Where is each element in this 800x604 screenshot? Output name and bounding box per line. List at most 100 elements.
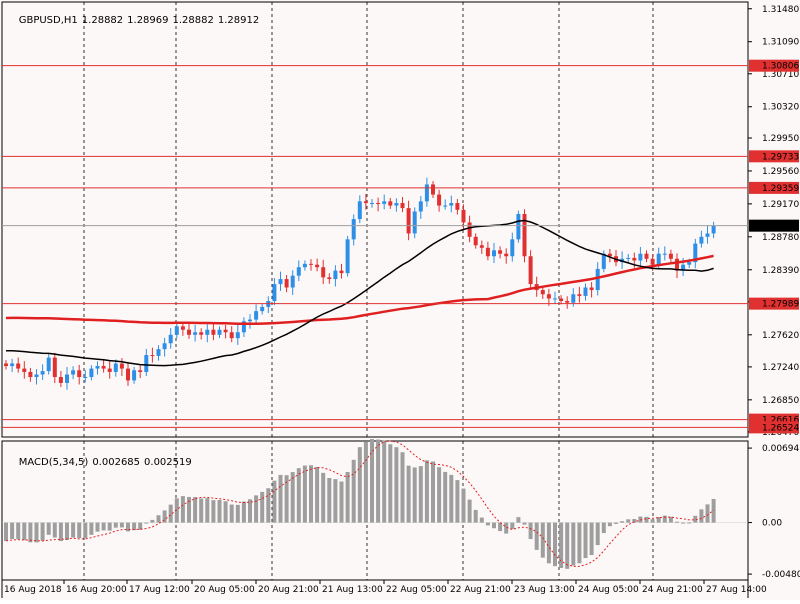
candle — [516, 210, 521, 243]
candle — [40, 364, 45, 380]
macd-bar — [333, 479, 338, 523]
macd-bar — [424, 460, 429, 523]
macd-bar — [443, 471, 448, 523]
candle-body — [461, 209, 466, 223]
candle-body — [693, 243, 698, 263]
macd-bar — [16, 522, 21, 540]
price-axis-label: 1.29170 — [762, 200, 799, 210]
candle-body — [126, 368, 130, 381]
candle-body — [449, 203, 454, 206]
time-axis-label: 22 Aug 21:00 — [450, 585, 511, 595]
macd-bar — [132, 522, 137, 531]
candle-body — [168, 334, 173, 344]
macd-bar — [58, 522, 63, 542]
macd-bar — [394, 447, 399, 523]
ma-fast-line — [5, 219, 714, 367]
candle-body — [302, 263, 307, 268]
candle-body — [699, 236, 704, 244]
candle-body — [248, 319, 252, 322]
price-axis-label: 1.27240 — [762, 363, 799, 373]
symbol-header: GBPUSD,H1 1.28882 1.28969 1.28882 1.28912 — [6, 4, 263, 37]
candle-body — [333, 270, 338, 280]
candle-body — [71, 370, 76, 375]
time-axis-label: 20 Aug 21:00 — [258, 585, 319, 595]
candle-body — [601, 253, 606, 269]
candle — [638, 246, 643, 266]
candle — [28, 367, 33, 382]
time-axis-label: 21 Aug 13:00 — [322, 585, 383, 595]
candle-body — [52, 357, 57, 378]
candle-body — [559, 298, 564, 302]
candle — [705, 226, 710, 244]
candle — [205, 324, 210, 343]
candle — [144, 348, 149, 377]
current-price-tag — [749, 219, 799, 232]
macd-bar — [150, 519, 155, 523]
candle — [290, 270, 295, 295]
macd-bar — [205, 498, 210, 523]
macd-bar — [266, 488, 271, 523]
candle-body — [540, 290, 545, 295]
candle-body — [119, 363, 124, 369]
candle-body — [394, 203, 399, 206]
macd-bar — [351, 459, 356, 523]
candle — [254, 304, 259, 325]
time-axis-label: 20 Aug 05:00 — [194, 585, 255, 595]
candle — [241, 317, 246, 337]
candle — [394, 198, 399, 212]
macd-bar — [28, 522, 33, 543]
candle-body — [498, 250, 503, 254]
candle-body — [351, 219, 356, 240]
candle — [223, 324, 228, 339]
candle-body — [382, 201, 387, 204]
macd-bar — [614, 522, 618, 524]
candle — [156, 345, 161, 361]
candle — [284, 274, 289, 293]
macd-bar — [370, 439, 374, 523]
candle — [211, 322, 216, 341]
macd-bar — [260, 491, 265, 523]
level-price-label: 1.29359 — [762, 184, 799, 194]
candle — [52, 352, 57, 384]
macd-bar — [632, 519, 637, 523]
candle — [504, 248, 509, 264]
candle — [278, 271, 283, 291]
macd-indicator-label: MACD(5,34,5) — [18, 457, 89, 468]
candle-body — [58, 377, 63, 383]
candle-body — [254, 311, 259, 320]
candle — [34, 369, 39, 385]
time-axis-label: 23 Aug 13:00 — [514, 585, 575, 595]
candle — [376, 197, 381, 212]
price-axis-label: 1.30710 — [762, 70, 799, 80]
candle-body — [412, 211, 417, 234]
macd-bar — [467, 499, 472, 523]
macd-bar — [687, 522, 692, 524]
symbol-label: GBPUSD,H1 — [18, 15, 78, 26]
macd-bar — [211, 500, 216, 523]
macd-axis-label: 0.00694 — [762, 444, 799, 454]
macd-bar — [144, 522, 149, 524]
level-price-label: 1.26616 — [762, 416, 799, 426]
candle-body — [150, 355, 155, 357]
macd-bar — [595, 522, 600, 546]
candle-body — [16, 363, 21, 369]
candle-body — [638, 253, 643, 261]
level-price-label: 1.30806 — [762, 62, 799, 72]
level-price-tag — [749, 150, 799, 163]
candle — [150, 347, 155, 363]
macd-bar — [241, 501, 246, 523]
macd-bar — [534, 522, 539, 550]
macd-bar — [119, 522, 124, 528]
macd-bar — [162, 510, 167, 523]
candle-body — [479, 245, 484, 248]
candle — [235, 324, 240, 345]
candle-body — [656, 253, 661, 265]
macd-bar — [681, 522, 686, 524]
candle — [345, 235, 350, 277]
candle — [382, 194, 387, 210]
macd-bar — [449, 474, 454, 523]
candle — [315, 258, 320, 272]
macd-bar — [668, 516, 673, 523]
candle — [644, 250, 649, 263]
